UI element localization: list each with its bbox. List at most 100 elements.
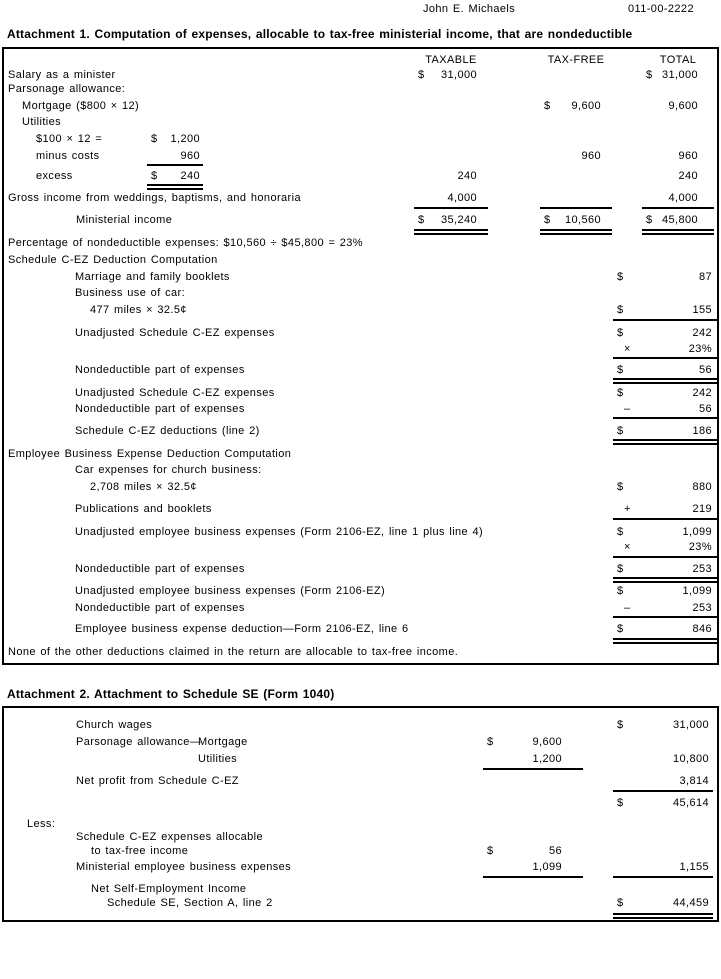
double-total-rule [414, 229, 488, 235]
dollar-sign: $ [617, 563, 624, 575]
row-label: Unadjusted Schedule C-EZ expenses [75, 327, 275, 339]
dollar-sign: $ [418, 69, 425, 81]
row-label: Utilities [198, 753, 238, 765]
double-total-rule [613, 378, 718, 384]
row-label: Employee business expense deduction—Form… [75, 623, 409, 635]
dollar-sign: $ [617, 387, 624, 399]
cell-value: 1,099 [682, 526, 712, 538]
cell-value: 253 [692, 563, 712, 575]
row-label: Schedule SE, Section A, line 2 [107, 897, 273, 909]
amount-cell: $880 [613, 481, 718, 494]
row-label: Unadjusted employee business expenses (F… [75, 585, 386, 597]
cell-value: 31,000 [440, 69, 477, 81]
cell-value: 240 [180, 170, 200, 182]
sum-rule [613, 417, 718, 419]
dollar-sign: $ [646, 214, 653, 226]
amount-cell: $87 [613, 271, 718, 284]
amount-cell: $253 [613, 563, 718, 576]
dollar-sign: $ [617, 797, 624, 809]
row-label: minus costs [36, 150, 100, 162]
sum-rule [613, 357, 718, 359]
cell-value: 960 [581, 150, 601, 162]
amount-cell: $10,560 [540, 214, 612, 227]
row-label: Ministerial income [76, 214, 173, 226]
cell-value: 3,814 [679, 775, 709, 787]
sum-rule [613, 556, 718, 558]
amount-cell: $35,240 [414, 214, 488, 227]
row-label: Church wages [76, 719, 153, 731]
row-label: Business use of car: [75, 287, 186, 299]
amount-cell: – 56 [613, 403, 718, 416]
cell-value: 1,099 [682, 585, 712, 597]
dollar-sign: $ [418, 214, 425, 226]
row-label: $100 × 12 = [36, 133, 103, 145]
double-total-rule [613, 913, 713, 919]
amount-cell: 4,000 [414, 192, 488, 205]
operator-sign: × [624, 541, 631, 553]
amount-cell: 1,155 [613, 861, 713, 874]
cell-value: 1,155 [679, 861, 709, 873]
cell-value: 186 [692, 425, 712, 437]
dollar-sign: $ [544, 100, 551, 112]
operator-sign: – [624, 602, 631, 614]
amount-cell: $56 [613, 364, 718, 377]
row-label: Ministerial employee business expenses [76, 861, 292, 873]
amount-cell: $56 [483, 845, 583, 858]
row-label: None of the other deductions claimed in … [8, 646, 459, 658]
cell-value: 4,000 [668, 192, 698, 204]
cell-value: 4,000 [447, 192, 477, 204]
cell-value: 9,600 [532, 736, 562, 748]
double-total-rule [540, 229, 612, 235]
amount-cell: $31,000 [414, 69, 488, 82]
row-label: Schedule C-EZ expenses allocable [76, 831, 264, 843]
attachment1-table-border [2, 47, 719, 665]
cell-value: 87 [698, 271, 712, 283]
dollar-sign: $ [151, 133, 158, 145]
sum-rule [483, 768, 583, 770]
dollar-sign: $ [617, 719, 624, 731]
dollar-sign: $ [617, 271, 624, 283]
row-label: Nondeductible part of expenses [75, 602, 245, 614]
cell-value: 240 [457, 170, 477, 182]
operator-sign: + [624, 503, 631, 515]
dollar-sign: $ [487, 736, 494, 748]
amount-cell: 960 [642, 150, 714, 163]
cell-value: 242 [692, 327, 712, 339]
row-label: Nondeductible part of expenses [75, 364, 245, 376]
column-header-taxable: TAXABLE [425, 54, 477, 66]
row-label: Nondeductible part of expenses [75, 563, 245, 575]
sum-rule [613, 518, 718, 520]
amount-cell: 240 [642, 170, 714, 183]
dollar-sign: $ [617, 623, 624, 635]
row-label: Salary as a minister [8, 69, 116, 81]
dollar-sign: $ [544, 214, 551, 226]
row-label: Percentage of nondeductible expenses: $1… [8, 237, 363, 249]
sum-rule [613, 876, 713, 878]
sum-rule [613, 790, 713, 792]
row-label: Mortgage [198, 736, 248, 748]
cell-value: 44,459 [672, 897, 709, 909]
cell-value: 9,600 [668, 100, 698, 112]
double-total-rule [147, 184, 203, 190]
dollar-sign: $ [646, 69, 653, 81]
cell-value: 45,800 [661, 214, 698, 226]
cell-value: 240 [678, 170, 698, 182]
attachment1-title: Attachment 1. Computation of expenses, a… [7, 27, 633, 41]
double-total-rule [613, 439, 718, 445]
cell-value: 960 [678, 150, 698, 162]
amount-cell: 10,800 [613, 753, 713, 766]
dollar-sign: $ [617, 425, 624, 437]
amount-cell: $186 [613, 425, 718, 438]
dollar-sign: $ [617, 304, 624, 316]
row-label: Net Self-Employment Income [91, 883, 247, 895]
row-label: Unadjusted Schedule C-EZ expenses [75, 387, 275, 399]
sum-rule [483, 876, 583, 878]
amount-cell: $155 [613, 304, 718, 317]
cell-value: 45,614 [672, 797, 709, 809]
amount-cell: $45,800 [642, 214, 714, 227]
sum-rule [414, 207, 488, 209]
cell-value: 1,099 [532, 861, 562, 873]
dollar-sign: $ [617, 897, 624, 909]
row-label: Net profit from Schedule C-EZ [76, 775, 239, 787]
